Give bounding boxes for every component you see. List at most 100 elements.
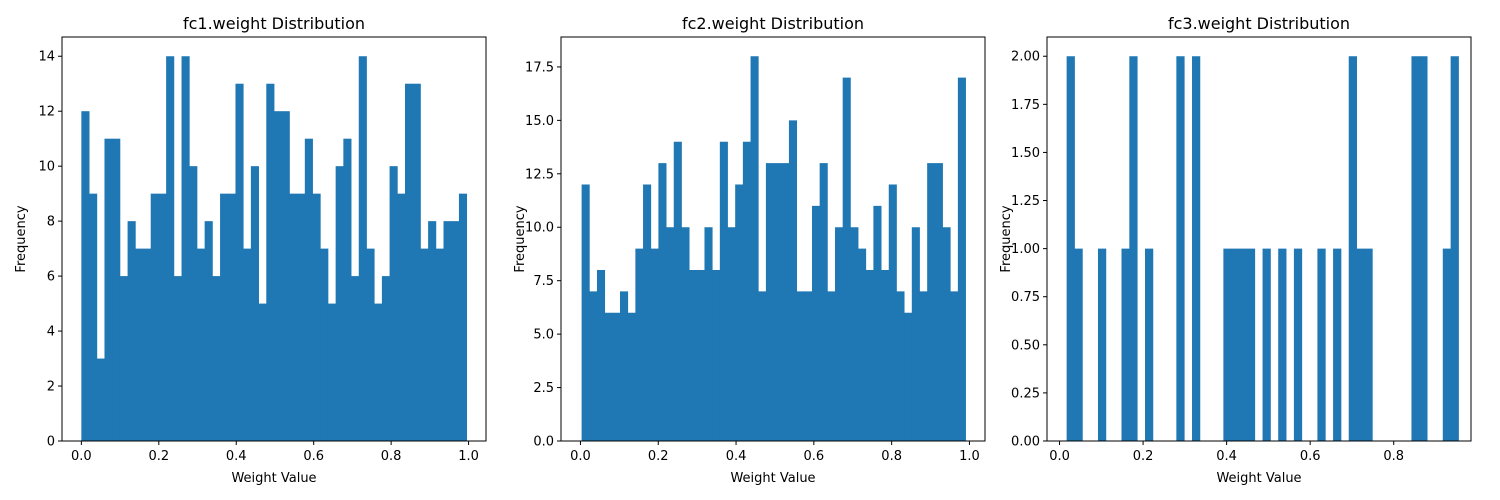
histogram-bar	[673, 141, 682, 442]
histogram-bar	[934, 163, 943, 441]
x-tick-label: 1.0	[458, 449, 479, 464]
histogram-bar	[358, 56, 367, 442]
histogram-bar	[304, 138, 313, 441]
histogram-bar	[896, 291, 905, 441]
histogram-bar	[712, 269, 721, 441]
y-tick-label: 0.50	[1011, 338, 1040, 353]
y-tick-label: 2.00	[1011, 50, 1040, 65]
histogram-bar	[320, 248, 329, 441]
y-tick-label: 4	[47, 325, 55, 340]
histogram-bar	[289, 193, 298, 441]
histogram-bar	[658, 163, 667, 441]
histogram-bar	[281, 111, 290, 441]
y-tick-label: 12	[38, 105, 55, 120]
histogram-bar	[911, 227, 920, 441]
y-tick-label: 17.5	[525, 60, 554, 75]
histogram-bar	[781, 163, 790, 441]
histogram-bar	[428, 221, 437, 441]
histogram-bar	[266, 83, 275, 441]
y-tick-label: 12.5	[525, 167, 554, 182]
histogram-bar	[1317, 248, 1326, 441]
histogram-bar	[1176, 56, 1185, 442]
histogram-bar	[950, 291, 959, 441]
histogram-bar	[1333, 248, 1342, 441]
x-tick-label: 0.2	[1133, 449, 1154, 464]
histogram-bar	[227, 193, 236, 441]
histogram-bar	[842, 77, 851, 442]
y-tick-label: 1.50	[1011, 146, 1040, 161]
x-tick-label: 1.0	[959, 449, 980, 464]
histogram-bar	[397, 193, 406, 441]
y-tick-label: 1.00	[1011, 242, 1040, 257]
histogram-bar	[788, 120, 798, 442]
histogram-bar	[758, 291, 767, 441]
histogram-bar	[804, 291, 813, 441]
x-tick-label: 0.6	[303, 449, 324, 464]
histogram-bar	[1097, 248, 1107, 441]
histogram-bar	[627, 312, 636, 441]
histogram-bar	[158, 193, 167, 441]
x-axis-label: Weight Value	[730, 471, 815, 486]
histogram-bar	[604, 312, 613, 441]
histogram-bar	[1293, 248, 1303, 441]
histogram-bar	[112, 138, 121, 441]
histogram-bar	[589, 291, 598, 441]
y-tick-label: 14	[38, 50, 55, 65]
histogram-bar	[150, 193, 159, 441]
x-tick-label: 0.8	[881, 449, 902, 464]
histogram-bar	[274, 111, 283, 441]
histogram-bar	[220, 193, 229, 441]
y-tick-label: 8	[47, 215, 55, 230]
chart-panel-2: 0.0 0.2 0.4 0.6 0.8 1.0 0.0 2.5 5.0 7.5 10.0 12.5 15…	[513, 14, 986, 486]
histogram-bar	[850, 227, 859, 441]
histogram-bar	[374, 303, 383, 441]
histogram-bar	[727, 227, 736, 441]
y-axis-label: Frequency	[999, 205, 1014, 272]
histogram-bar	[189, 166, 198, 442]
histogram-bar	[443, 221, 452, 441]
x-tick-label: 0.8	[381, 449, 402, 464]
x-tick-label: 0.0	[570, 449, 591, 464]
histogram-bar	[942, 227, 951, 441]
histogram-bar	[689, 269, 698, 441]
histogram-bar	[212, 276, 221, 441]
y-tick-label: 7.5	[533, 274, 554, 289]
x-tick-label: 0.2	[648, 449, 669, 464]
histogram-bar	[765, 163, 774, 441]
histogram-bar	[819, 163, 828, 441]
x-axis-label: Weight Value	[1216, 471, 1301, 486]
histogram-bar	[635, 248, 644, 441]
histogram-bar	[366, 248, 375, 441]
histogram-bar	[335, 166, 344, 442]
y-tick-label: 0.00	[1011, 435, 1040, 450]
y-tick-label: 5.0	[533, 328, 554, 343]
histogram-bar	[1145, 248, 1154, 441]
histogram-bar	[1074, 248, 1083, 441]
histogram-bar	[258, 303, 267, 441]
histogram-bar	[904, 312, 913, 441]
histogram-bar	[811, 205, 821, 441]
histogram-bar	[135, 248, 144, 441]
histogram-bar	[1192, 56, 1201, 442]
histogram-bar	[681, 227, 690, 441]
histogram-bar	[750, 56, 759, 442]
histogram-bar	[312, 193, 321, 441]
histogram-bar	[389, 166, 398, 442]
histogram-bar	[1246, 248, 1256, 441]
y-tick-label: 6	[47, 270, 55, 285]
histogram-bar	[927, 163, 936, 441]
histogram-bar	[643, 184, 652, 442]
histogram-bar	[196, 248, 206, 441]
histogram-bar	[204, 221, 213, 441]
histogram-bar	[1121, 248, 1130, 441]
histogram-bar	[735, 184, 744, 442]
x-tick-label: 0.4	[1216, 449, 1237, 464]
histogram-bar	[1419, 56, 1428, 442]
histogram-bar	[773, 163, 782, 441]
histogram-bar	[1411, 56, 1420, 442]
histogram-bar	[881, 269, 890, 441]
chart-panel-3: 0.0 0.2 0.4 0.6 0.8 0.00 0.25 0.50 0.75 1.00 1.25 1…	[999, 14, 1472, 486]
histogram-bar	[650, 248, 659, 441]
histogram-bar	[1066, 56, 1075, 442]
y-tick-label: 0	[47, 435, 55, 450]
